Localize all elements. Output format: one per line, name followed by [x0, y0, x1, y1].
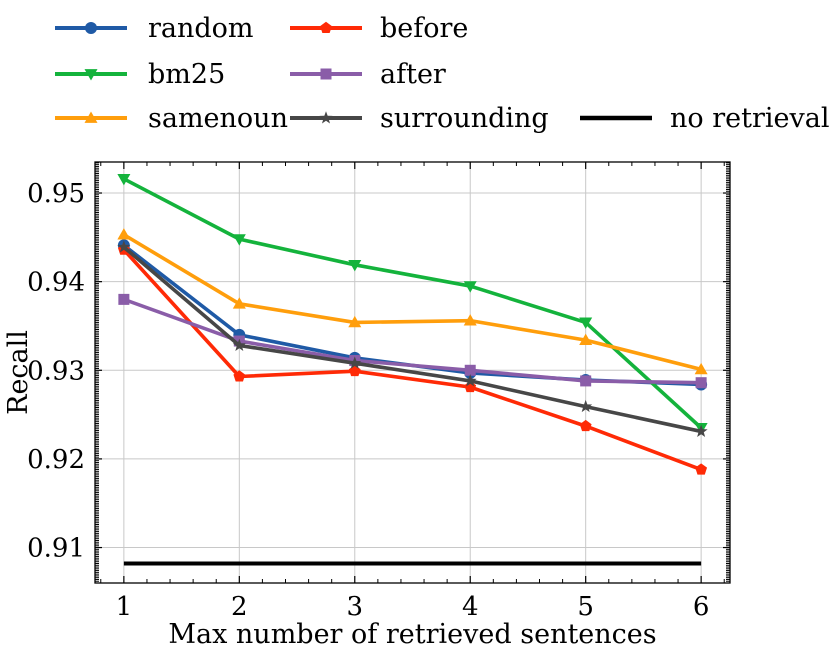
series-surrounding [117, 240, 708, 437]
x-tick-label: 1 [116, 592, 133, 622]
point-samenoun [117, 228, 131, 240]
line-random [122, 243, 702, 387]
x-axis-label: Max number of retrieved sentences [168, 619, 656, 650]
legend-entry-samenoun: samenoun [55, 103, 288, 134]
legend-marker-surrounding [319, 111, 333, 124]
legend-entry-no-retrieval: no retrieval [580, 103, 829, 134]
point-after [580, 375, 592, 387]
point-surrounding [232, 338, 246, 351]
point-samenoun [694, 362, 708, 375]
point-surrounding [463, 374, 477, 387]
legend-label-random: random [148, 13, 254, 44]
legend-entry-random: random [55, 13, 254, 44]
point-before [348, 364, 361, 377]
point-bm25 [348, 259, 362, 272]
legend-label-surrounding: surrounding [380, 103, 549, 134]
point-bm25 [232, 234, 246, 246]
legend-entry-surrounding: surrounding [290, 103, 549, 134]
y-tick-label: 0.93 [27, 356, 85, 386]
x-tick-label: 2 [231, 592, 248, 622]
point-bm25 [579, 317, 593, 329]
legend-entry-before: before [290, 13, 468, 44]
series-before [117, 243, 708, 475]
x-tick-label: 3 [346, 592, 363, 622]
line-after [123, 297, 702, 385]
legend-label-before: before [380, 13, 468, 44]
legend-marker-before [320, 21, 332, 34]
point-after [118, 293, 130, 305]
line-before [122, 248, 702, 472]
point-surrounding [117, 240, 131, 253]
y-tick-label: 0.95 [27, 179, 85, 209]
point-after [695, 377, 707, 389]
axis-ticks: 1 2 3 4 5 6 0.91 0.92 0.93 0.94 0.95 [27, 162, 730, 622]
y-tick-label: 0.92 [27, 445, 85, 475]
y-tick-label: 0.94 [27, 268, 85, 298]
y-tick-label: 0.91 [27, 534, 85, 564]
legend-marker-bm25 [84, 69, 98, 81]
point-before [695, 463, 708, 475]
point-before [233, 370, 246, 382]
legend-label-no-retrieval: no retrieval [670, 103, 829, 134]
line-samenoun [122, 233, 702, 372]
point-bm25 [463, 281, 477, 293]
point-before [579, 419, 592, 432]
legend: random bm25 samenoun before after surrounding… [55, 13, 829, 134]
series-bm25 [117, 173, 708, 435]
legend-marker-samenoun [84, 111, 98, 123]
point-surrounding [579, 399, 593, 413]
x-tick-label: 4 [462, 592, 479, 622]
x-tick-label: 5 [577, 592, 594, 622]
legend-entry-after: after [290, 59, 446, 90]
line-surrounding [122, 245, 702, 434]
point-surrounding [694, 424, 708, 437]
point-samenoun [579, 333, 593, 346]
series-samenoun [117, 228, 708, 375]
legend-entry-bm25: bm25 [55, 59, 225, 90]
x-tick-label: 6 [693, 592, 710, 622]
point-bm25 [117, 173, 131, 186]
point-samenoun [232, 297, 246, 309]
y-axis-label: Recall [3, 330, 34, 415]
series-random [117, 239, 708, 391]
legend-marker-random [85, 22, 97, 34]
point-surrounding [348, 356, 362, 369]
point-samenoun [348, 315, 362, 328]
line-bm25 [123, 177, 703, 430]
legend-label-after: after [380, 59, 446, 90]
series-layer [117, 173, 708, 566]
point-after [464, 364, 476, 376]
legend-marker-after [320, 68, 332, 80]
legend-label-bm25: bm25 [148, 59, 225, 90]
point-samenoun [463, 314, 477, 326]
legend-label-samenoun: samenoun [148, 103, 288, 134]
